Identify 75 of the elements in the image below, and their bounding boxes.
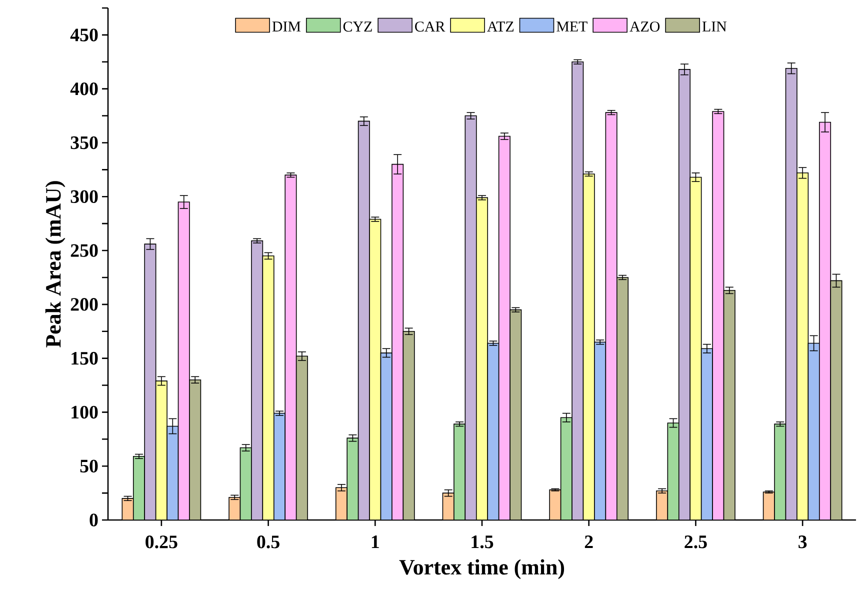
y-tick-label: 200	[70, 298, 98, 311]
bar	[189, 379, 202, 520]
y-axis-title: Peak Area (mAU)	[45, 181, 66, 348]
bar	[762, 492, 775, 520]
y-tick-label: 0	[90, 514, 98, 526]
bar	[369, 218, 382, 520]
bar	[144, 244, 156, 520]
bar	[510, 309, 522, 520]
bar	[166, 426, 179, 520]
x-tick-label: 0.5	[257, 536, 280, 548]
legend-label: DIM	[272, 22, 301, 32]
bar	[723, 290, 736, 520]
bar	[296, 356, 308, 520]
bar	[796, 172, 809, 520]
bar	[240, 447, 252, 520]
bar	[335, 487, 348, 520]
bar	[656, 490, 668, 520]
bar	[572, 61, 584, 520]
bar	[155, 380, 168, 520]
bar	[605, 112, 618, 520]
x-tick-label: 2.5	[684, 536, 707, 548]
x-tick-label: 2	[584, 536, 593, 548]
legend-label: CAR	[415, 22, 446, 32]
bar	[616, 277, 629, 520]
bar	[380, 352, 392, 520]
y-tick-label: 50	[80, 460, 98, 472]
bar	[454, 424, 466, 520]
x-tick-label: 1.5	[472, 536, 494, 548]
bar	[819, 122, 832, 520]
bar	[549, 489, 562, 520]
bar	[262, 256, 274, 520]
bar	[228, 496, 241, 520]
bar	[594, 342, 606, 520]
bar	[582, 174, 595, 520]
y-tick-label: 250	[70, 244, 98, 257]
bar	[392, 164, 404, 520]
bar	[358, 120, 370, 520]
bar	[785, 68, 798, 520]
bar	[251, 240, 264, 520]
bar	[560, 417, 572, 520]
bar	[774, 424, 786, 520]
bar	[700, 348, 713, 520]
bar	[667, 422, 680, 520]
bar	[346, 438, 359, 520]
bar	[830, 280, 842, 520]
bar	[132, 456, 145, 520]
y-tick-label: 100	[72, 406, 98, 419]
bar	[808, 342, 820, 520]
legend-label: MET	[556, 22, 588, 32]
bar	[122, 498, 134, 520]
bar	[498, 136, 510, 520]
y-tick-label: 150	[72, 352, 98, 365]
bar	[442, 492, 454, 520]
legend-label: CYZ	[343, 22, 372, 32]
x-tick-label: 3	[798, 536, 807, 548]
bar	[284, 174, 297, 520]
x-axis-title: Vortex time (min)	[399, 559, 564, 580]
bar	[464, 115, 477, 520]
bar	[476, 197, 488, 520]
x-tick-label: 0.25	[146, 536, 178, 548]
legend-label: LIN	[702, 22, 727, 32]
bar	[402, 330, 415, 520]
bar	[487, 342, 500, 520]
y-tick-label: 350	[70, 136, 98, 150]
bar	[274, 412, 286, 520]
legend-label: AZO	[630, 22, 660, 32]
bar	[178, 202, 190, 520]
bar	[712, 111, 724, 520]
y-tick-label: 450	[70, 28, 98, 42]
x-tick-label: 1	[372, 536, 379, 548]
bar	[690, 176, 702, 520]
legend-label: ATZ	[487, 22, 514, 32]
y-tick-label: 400	[70, 82, 98, 96]
y-tick-label: 300	[70, 190, 98, 204]
bar	[678, 69, 691, 520]
